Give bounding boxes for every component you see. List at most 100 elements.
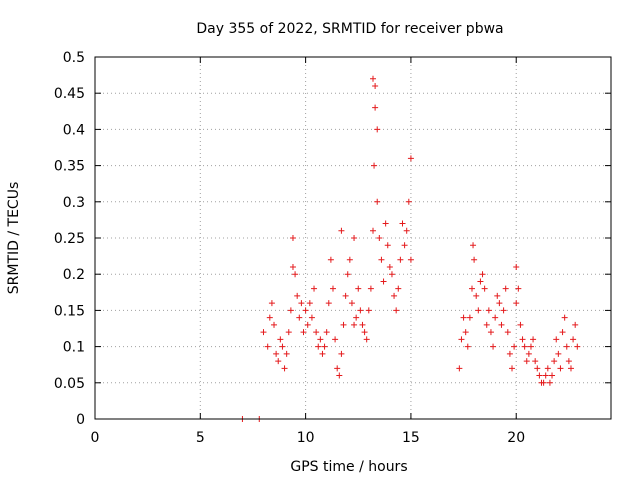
data-point (285, 329, 292, 336)
data-point (458, 336, 465, 343)
data-point (557, 365, 564, 372)
data-point (399, 220, 406, 227)
data-point (294, 292, 301, 299)
y-tick-label: 0.2 (63, 267, 85, 283)
data-point (534, 365, 541, 372)
data-point (391, 292, 398, 299)
data-point (313, 329, 320, 336)
data-point (464, 343, 471, 350)
data-point (570, 336, 577, 343)
data-point (336, 372, 343, 379)
data-point (382, 220, 389, 227)
x-tick-label: 15 (402, 430, 420, 446)
data-point (289, 235, 296, 241)
data-point (273, 350, 280, 357)
data-point (511, 343, 518, 350)
axis-ticks: 0 0.05 0.1 0.15 0.2 0.25 0.3 0.35 0.4 0.45 0.5 0 5 10… (54, 50, 611, 446)
data-point (542, 372, 549, 379)
data-point (466, 314, 473, 321)
data-point (544, 365, 551, 372)
y-tick-label: 0.5 (63, 50, 85, 66)
y-tick-label: 0.15 (54, 303, 85, 319)
data-point (460, 314, 467, 321)
data-point (365, 307, 372, 314)
data-point (376, 235, 383, 241)
x-tick-label: 10 (297, 430, 315, 446)
x-tick-label: 5 (196, 430, 205, 446)
data-point (403, 227, 410, 234)
data-point (515, 285, 522, 292)
data-point (500, 307, 507, 314)
data-point (372, 104, 379, 111)
data-point (551, 358, 558, 365)
data-point (298, 300, 305, 307)
data-point (367, 285, 374, 292)
y-tick-label: 0 (76, 412, 85, 428)
data-point (351, 235, 358, 241)
data-point (530, 336, 537, 343)
data-point (521, 343, 528, 350)
data-point (483, 321, 490, 328)
x-axis-label: GPS time / hours (290, 459, 407, 475)
data-point (319, 350, 326, 357)
data-point (372, 82, 379, 89)
data-point (540, 379, 547, 386)
data-point (329, 285, 336, 292)
data-point (275, 358, 282, 365)
data-point (279, 343, 286, 350)
data-point (477, 278, 484, 285)
data-point (462, 329, 469, 336)
data-point (289, 263, 296, 270)
data-point (546, 379, 553, 386)
data-point (334, 365, 341, 372)
data-point (393, 307, 400, 314)
data-point (549, 372, 556, 379)
data-point (574, 343, 581, 350)
data-point (468, 285, 475, 292)
data-point (496, 300, 503, 307)
data-point (342, 292, 349, 299)
grid-lines (95, 57, 611, 419)
data-point (492, 314, 499, 321)
data-point (395, 285, 402, 292)
data-point (475, 307, 482, 314)
data-point (532, 358, 539, 365)
data-points (239, 75, 581, 422)
data-point (266, 314, 273, 321)
data-point (351, 321, 358, 328)
data-point (296, 314, 303, 321)
plot-area-border (94, 56, 612, 420)
data-point (332, 336, 339, 343)
y-tick-label: 0.05 (54, 376, 85, 392)
data-point (321, 343, 328, 350)
y-tick-label: 0.1 (63, 340, 85, 356)
data-point (325, 300, 332, 307)
data-point (456, 365, 463, 372)
data-point (527, 343, 534, 350)
data-point (283, 350, 290, 357)
data-point (502, 285, 509, 292)
data-point (260, 329, 267, 336)
x-tick-label: 0 (91, 430, 100, 446)
data-point (561, 314, 568, 321)
data-point (498, 321, 505, 328)
data-point (338, 227, 345, 234)
data-point (490, 343, 497, 350)
data-point (388, 271, 395, 278)
data-point (384, 242, 391, 249)
data-point (370, 227, 377, 234)
data-point (407, 155, 414, 162)
data-point (363, 336, 370, 343)
data-point (287, 307, 294, 314)
data-point (471, 256, 478, 263)
data-point (311, 285, 318, 292)
x-tick-label: 20 (507, 430, 525, 446)
data-point (494, 292, 501, 299)
data-point (271, 321, 278, 328)
data-point (481, 285, 488, 292)
data-point (308, 314, 315, 321)
data-point (555, 350, 562, 357)
data-point (323, 329, 330, 336)
data-point (407, 256, 414, 263)
